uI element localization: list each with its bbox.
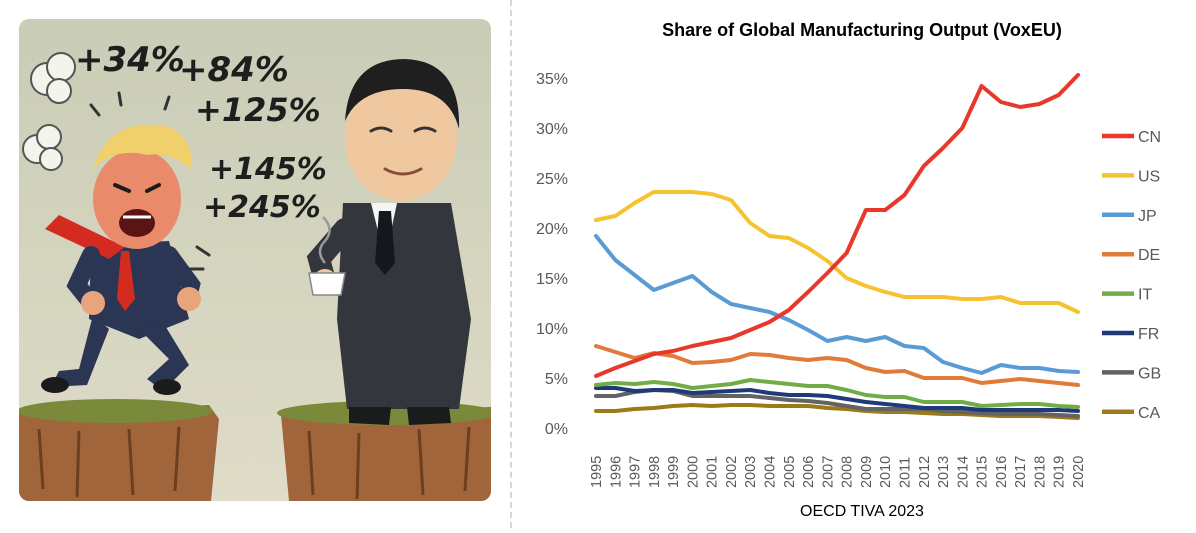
x-tick-label: 2020 [1071,456,1087,488]
x-tick-label: 2010 [878,456,894,488]
legend-label-it: IT [1138,287,1152,304]
x-tick-label: 2014 [955,456,971,488]
tariff-label-3: +125% [195,91,321,129]
chart-source-note: OECD TIVA 2023 [800,503,924,520]
x-tick-label: 2017 [1013,456,1029,488]
x-tick-label: 1998 [647,456,663,488]
legend: CN US JP DE IT FR GB CA [1102,129,1161,422]
x-tick-label: 2013 [936,456,952,488]
series-line-us [594,190,1080,314]
x-tick-label: 1995 [589,456,605,488]
y-tick-label: 15% [536,271,568,288]
x-tick-label: 2002 [724,456,740,488]
legend-label-fr: FR [1138,326,1159,343]
x-tick-label: 2019 [1052,456,1068,488]
panel-divider [510,0,512,528]
y-tick-label: 5% [545,371,568,388]
x-tick-label: 2008 [840,456,856,488]
series-line-cn [594,73,1080,378]
tariff-label-5: +245% [203,190,321,225]
x-tick-label: 2001 [705,456,721,488]
anger-smoke-icon [22,52,76,171]
tariff-label-4: +145% [209,152,327,187]
manufacturing-share-chart: Share of Global Manufacturing Output (Vo… [516,0,1196,528]
cartoon-svg: +34% +84% +125% +145% +245% [19,19,491,501]
x-tick-label: 1997 [628,456,644,488]
y-tick-label: 20% [536,221,568,238]
legend-label-ca: CA [1138,405,1161,422]
x-tick-label: 2015 [975,456,991,488]
tariff-label-1: +34% [75,40,185,80]
series-layer [594,73,1080,420]
x-tick-label: 2000 [685,456,701,488]
y-tick-label: 35% [536,71,568,88]
x-tick-label: 2007 [820,456,836,488]
legend-label-de: DE [1138,247,1160,264]
y-tick-label: 30% [536,121,568,138]
series-line-jp [594,234,1080,375]
series-line-de [594,344,1080,387]
x-tick-label: 2003 [743,456,759,488]
y-axis: 0% 5% 10% 15% 20% 25% 30% 35% [536,71,568,438]
x-tick-label: 2005 [782,456,798,488]
series-line-fr [594,386,1080,413]
x-tick-label: 2011 [897,457,913,488]
x-tick-label: 1999 [666,456,682,488]
x-tick-label: 1996 [608,456,624,488]
tariff-label-2: +84% [179,50,289,90]
left-cliff [19,399,219,501]
y-tick-label: 25% [536,171,568,188]
cartoon-illustration: +34% +84% +125% +145% +245% [19,19,491,501]
legend-label-us: US [1138,168,1160,185]
motion-lines [89,91,211,271]
x-tick-label: 2012 [917,456,933,488]
x-tick-label: 2018 [1032,456,1048,488]
chart-title: Share of Global Manufacturing Output (Vo… [662,20,1062,40]
y-tick-label: 10% [536,321,568,338]
chart-svg: Share of Global Manufacturing Output (Vo… [536,20,1161,520]
series-line-it [594,378,1080,409]
legend-label-jp: JP [1138,208,1157,225]
calm-figure [306,59,471,425]
x-tick-label: 2009 [859,456,875,488]
x-tick-label: 2006 [801,456,817,488]
legend-label-gb: GB [1138,365,1161,382]
legend-label-cn: CN [1138,129,1161,146]
angry-figure [41,124,201,395]
x-tick-label: 2016 [994,456,1010,488]
x-tick-label: 2004 [763,456,779,488]
x-axis: 1995 1996 1997 1998 1999 2000 2001 2002 2003 2004… [589,456,1087,488]
y-tick-label: 0% [545,421,568,438]
